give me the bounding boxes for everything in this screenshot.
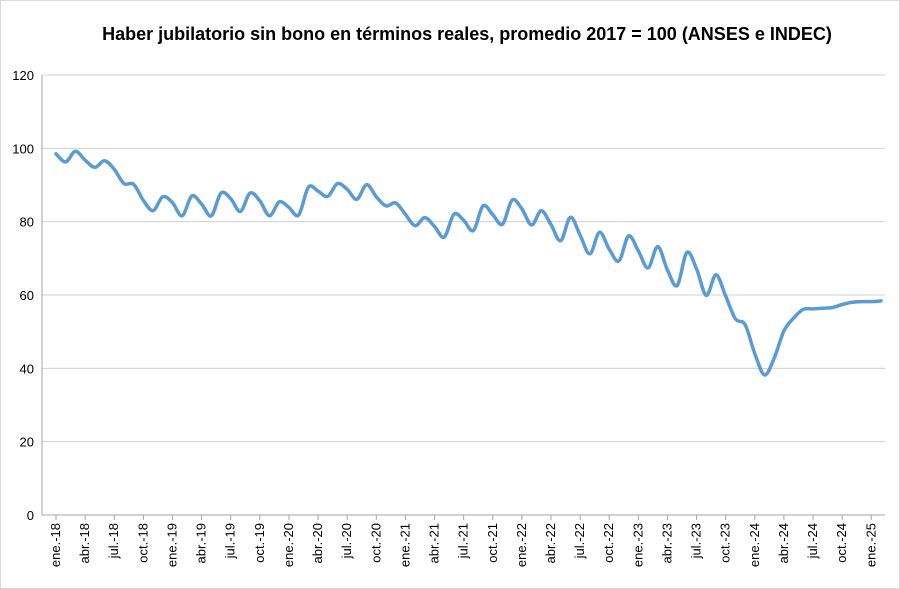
x-tick-label: oct.-19 [252,523,267,563]
series-layer [54,149,883,377]
y-tick-label: 60 [20,288,34,303]
chart-title: Haber jubilatorio sin bono en términos r… [102,24,832,44]
y-tick-label: 0 [27,508,34,523]
x-tick-label: oct.-18 [135,523,150,563]
x-tick-label: oct.-22 [601,523,616,563]
y-tick-label: 100 [12,141,34,156]
x-tick-label: ene.-18 [48,523,63,567]
y-tick-label: 20 [20,435,34,450]
x-tick-label: abr.-23 [659,523,674,563]
x-tick-label: abr.-24 [776,523,791,563]
x-tick-label: ene.-22 [514,523,529,567]
x-tick-label: oct.-23 [718,523,733,563]
y-tick-label: 40 [20,361,34,376]
x-tick-label: jul.-20 [339,523,354,559]
x-tick-label: ene.-20 [281,523,296,567]
series-line-haber-jubilatorio [54,149,883,377]
x-tick-label: abr.-22 [543,523,558,563]
y-tick-label: 80 [20,215,34,230]
x-axis: ene.-18 abr.-18 jul.-18 oct.-18 ene.-19 abr.-… [41,75,885,567]
x-tick-label: abr.-19 [194,523,209,563]
x-tick-label: ene.-25 [863,523,878,567]
x-tick-label: jul.-22 [572,523,587,559]
x-tick-label: ene.-21 [397,523,412,567]
x-tick-label: jul.-18 [106,523,121,559]
x-tick-label: ene.-23 [630,523,645,567]
y-axis-ticks: 0 20 40 60 80 100 120 [12,68,34,523]
x-tick-label: abr.-18 [77,523,92,563]
x-tick-label: ene.-19 [164,523,179,567]
x-tick-label: abr.-20 [310,523,325,563]
x-tick-label: jul.-23 [689,523,704,559]
y-tick-label: 120 [12,68,34,83]
x-tick-label: abr.-21 [427,523,442,563]
x-tick-label: oct.-21 [485,523,500,563]
x-tick-label: jul.-24 [805,523,820,559]
x-tick-label: jul.-21 [456,523,471,559]
x-tick-label: oct.-24 [834,523,849,563]
x-tick-label: ene.-24 [747,523,762,567]
gridlines [42,74,885,443]
x-tick-label: oct.-20 [368,523,383,563]
x-tick-label: jul.-19 [223,523,238,559]
